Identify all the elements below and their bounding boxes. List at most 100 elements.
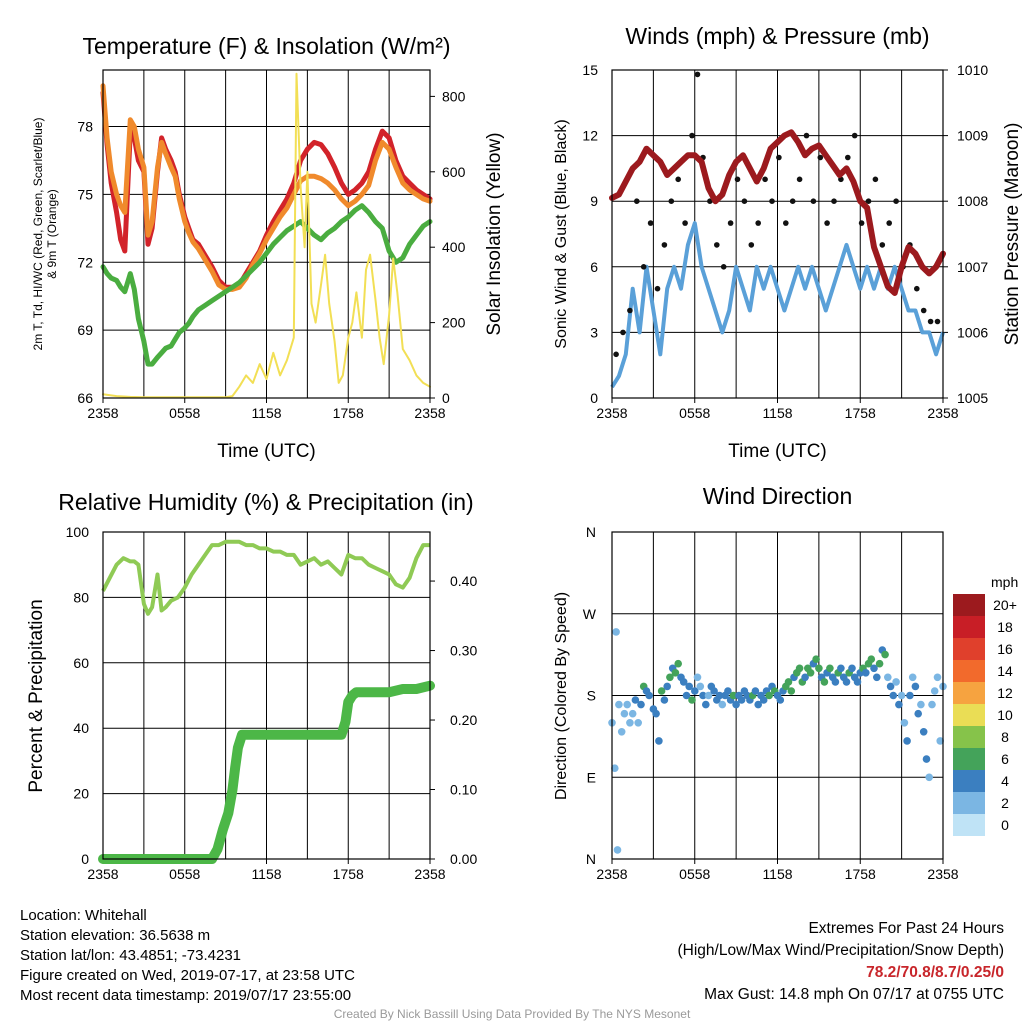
- plot-frame: [611, 531, 944, 860]
- y-axis-label: Percent & Precipitation: [26, 599, 47, 792]
- elevation-text: Station elevation: 36.5638 m: [20, 927, 211, 944]
- y-tick-label: 0: [81, 851, 89, 867]
- direction-point: [922, 755, 931, 763]
- chart-title: Temperature (F) & Insolation (W/m²): [82, 33, 450, 59]
- x-tick-label: 2358: [414, 405, 445, 421]
- gust-point: [796, 176, 803, 183]
- gust-point: [734, 176, 741, 183]
- direction-point: [671, 669, 680, 677]
- x-tick-label: 1758: [333, 866, 364, 882]
- gust-point: [720, 264, 727, 270]
- direction-point: [620, 709, 629, 718]
- legend-title: mph: [991, 574, 1018, 590]
- gust-point: [872, 176, 879, 183]
- direction-point: [903, 737, 911, 745]
- x-tick-label: 2358: [596, 405, 627, 421]
- direction-point: [613, 846, 622, 854]
- direction-point: [862, 669, 870, 677]
- direction-point: [875, 659, 884, 668]
- direction-point: [897, 691, 906, 700]
- direction-point: [704, 691, 713, 700]
- gust-point: [640, 264, 647, 270]
- gust-point: [748, 242, 755, 248]
- direction-point: [820, 678, 829, 686]
- direction-point: [936, 737, 944, 745]
- legend-label: 20+: [993, 597, 1017, 613]
- legend-label: 18: [997, 619, 1013, 635]
- x-tick-label: 2358: [927, 405, 958, 421]
- y-axis-label: 2m T, Td, HI/WC (Red, Green, Scarlet/Blu…: [31, 118, 45, 351]
- direction-point: [837, 664, 845, 673]
- y2-tick-label: 1006: [957, 324, 988, 340]
- x-tick-label: 2358: [596, 866, 627, 882]
- x-tick-label: 1158: [762, 866, 792, 882]
- direction-point: [848, 664, 856, 673]
- y2-axis-label: Solar Insolation (Yellow): [484, 132, 505, 335]
- direction-point: [911, 682, 920, 691]
- direction-point: [631, 696, 640, 704]
- gust-point: [783, 220, 789, 226]
- direction-point: [729, 691, 738, 700]
- direction-point: [612, 628, 620, 636]
- gust-point: [727, 220, 734, 226]
- direction-point: [842, 678, 851, 686]
- gust-point: [879, 242, 886, 248]
- recent-timestamp-text: Most recent data timestamp: 2019/07/17 2…: [20, 987, 352, 1004]
- direction-point: [787, 687, 796, 695]
- direction-point: [870, 664, 878, 673]
- y2-tick-label: 0.20: [450, 712, 477, 728]
- y-tick-label: 20: [73, 786, 89, 802]
- extremes-values: 78.2/70.8/8.7/0.25/0: [866, 964, 1004, 981]
- plot-frame: [102, 69, 431, 399]
- y-tick-label: S: [587, 688, 596, 704]
- direction-point: [751, 687, 760, 695]
- gust-point: [851, 132, 858, 139]
- direction-point: [691, 687, 699, 695]
- y2-tick-label: 800: [442, 88, 466, 104]
- direction-point: [724, 687, 732, 695]
- gust-point: [927, 318, 934, 325]
- y-tick-label: 60: [73, 655, 89, 671]
- gust-point: [661, 242, 668, 248]
- direction-point: [831, 678, 840, 686]
- direction-point: [637, 700, 645, 709]
- y-tick-label: 78: [77, 119, 93, 135]
- direction-point: [628, 709, 637, 718]
- pressure-line: [609, 129, 946, 296]
- gust-point: [789, 198, 796, 204]
- winds-pressure-panel: 2358 0558 1158 1758 235803691215100510061007…: [553, 23, 1023, 462]
- direction-point: [657, 687, 666, 695]
- direction-point: [666, 673, 674, 682]
- direction-point: [634, 719, 642, 727]
- direction-point: [674, 659, 682, 668]
- legend-label: 8: [1001, 729, 1009, 745]
- legend-swatch: [953, 638, 985, 660]
- chart-title: Winds (mph) & Pressure (mb): [625, 23, 929, 49]
- gust-point: [920, 307, 927, 314]
- x-tick-label: 0558: [169, 405, 200, 421]
- direction-point: [925, 773, 933, 782]
- direction-point: [853, 678, 862, 686]
- y2-tick-label: 600: [442, 164, 466, 180]
- y2-tick-label: 0.10: [450, 782, 477, 798]
- direction-point: [784, 678, 793, 686]
- series-line-2: [100, 203, 433, 367]
- y2-tick-label: 1009: [957, 128, 988, 144]
- max-gust-text: Max Gust: 14.8 mph On 07/17 at 0755 UTC: [704, 986, 1004, 1003]
- legend-label: 14: [997, 663, 1013, 679]
- y-axis-label-line2: & 9m T (Orange): [45, 189, 59, 279]
- wind-speed-legend: mph 20+ 18 16 14 12 10 8 6 4 2 0: [953, 574, 1018, 836]
- legend-label: 16: [997, 641, 1013, 657]
- direction-point: [754, 700, 762, 709]
- direction-point: [663, 682, 671, 691]
- direction-point: [806, 669, 815, 677]
- direction-point: [776, 696, 785, 704]
- gust-point: [817, 154, 824, 161]
- gust-point: [865, 198, 872, 204]
- direction-point: [652, 709, 660, 718]
- direction-point: [900, 719, 909, 727]
- y-tick-label: 72: [77, 254, 93, 270]
- gust-point: [694, 71, 701, 78]
- gust-point: [613, 351, 619, 358]
- legend-label: 10: [997, 707, 1013, 723]
